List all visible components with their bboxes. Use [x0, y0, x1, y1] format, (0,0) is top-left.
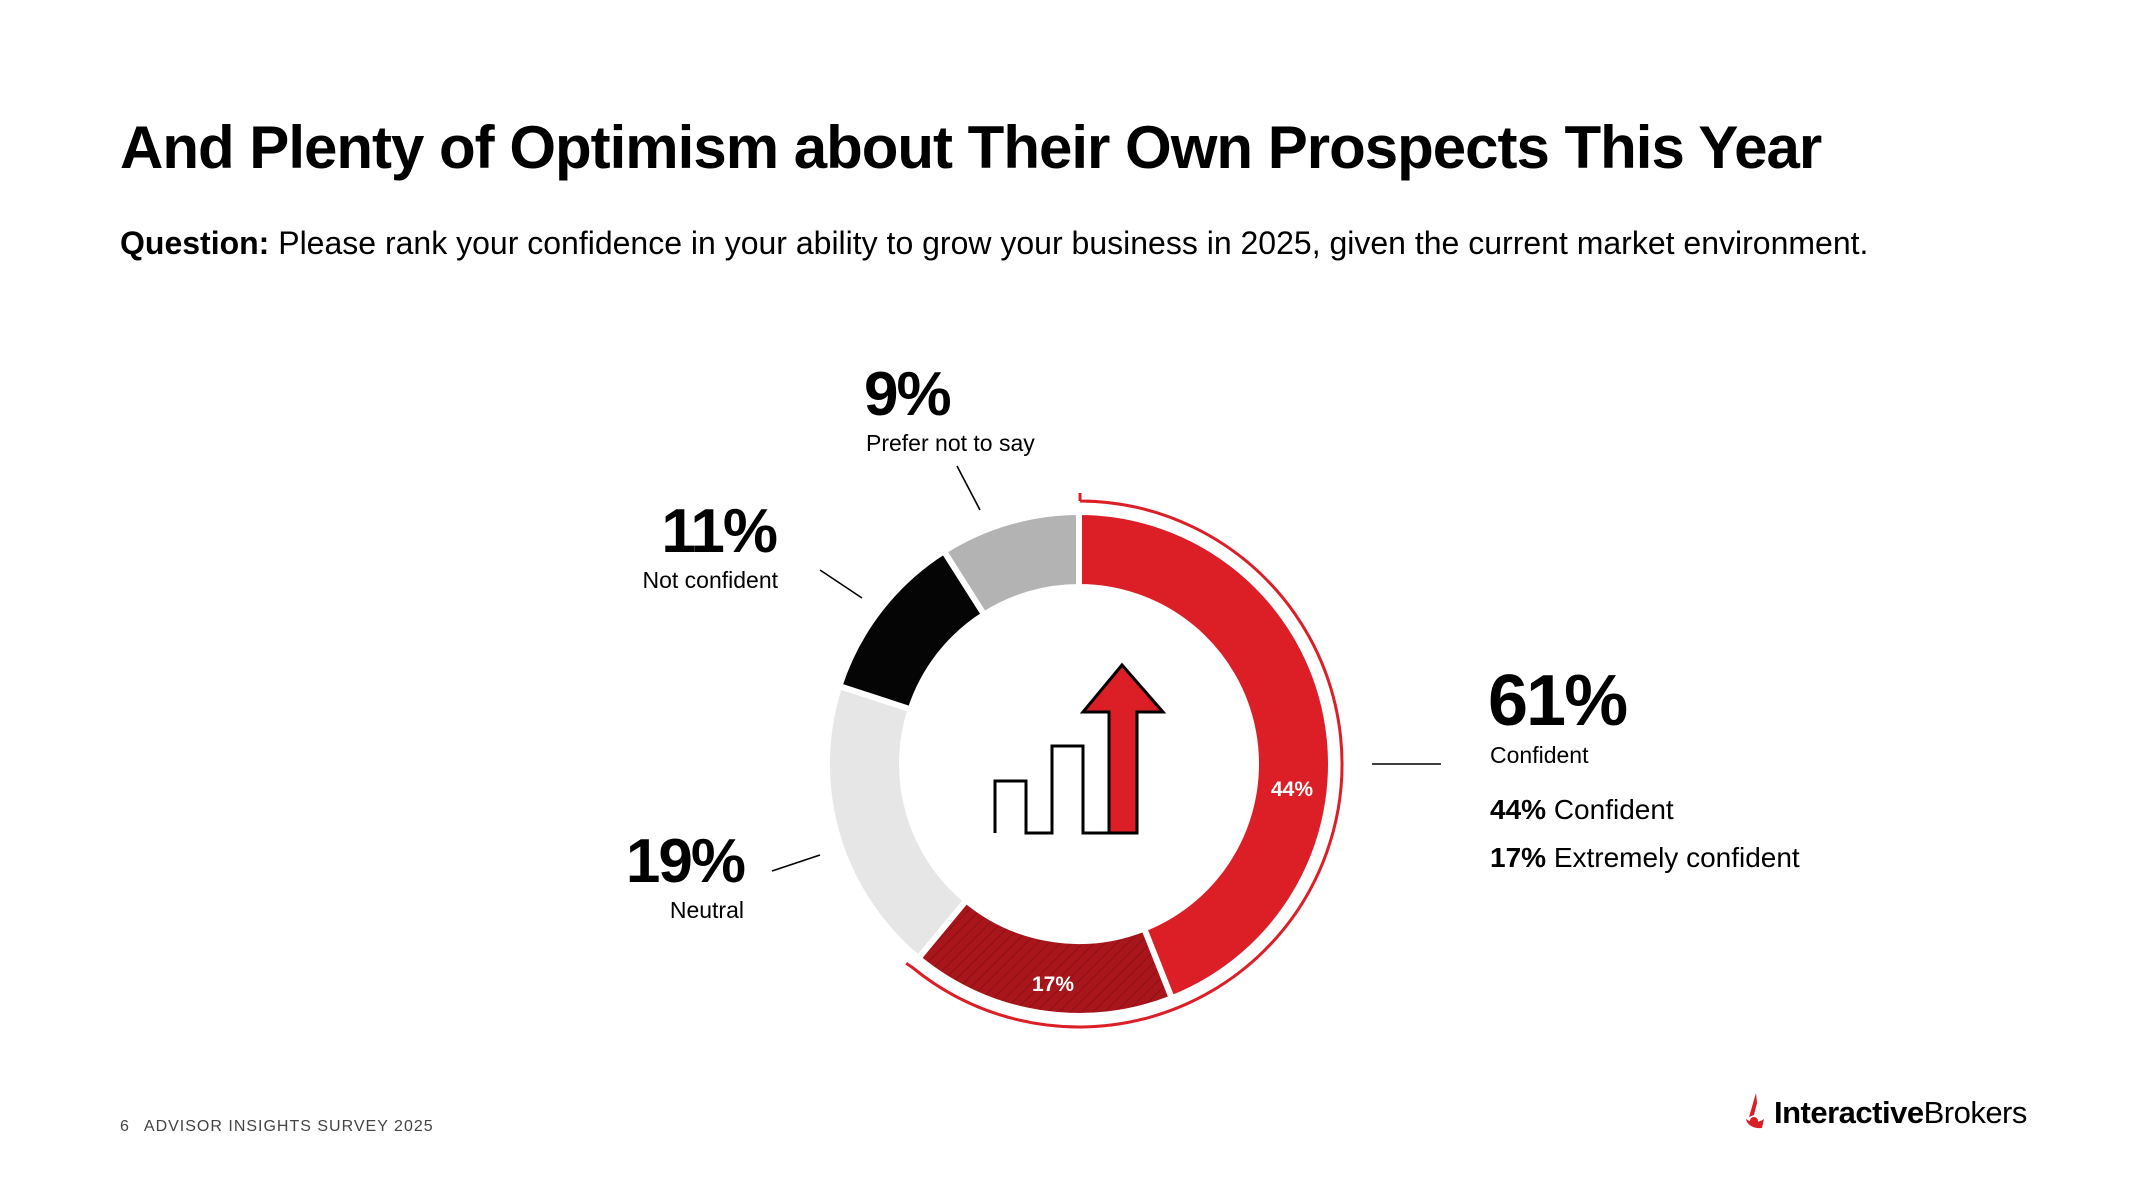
- leader-lines: [771, 465, 1441, 872]
- breakdown-value-extremely-confident: 17%: [1490, 842, 1546, 873]
- callout-value-confident: 61%: [1488, 661, 1627, 741]
- callout-confident: 61% Confident 44% Confident 17% Extremel…: [1488, 661, 1800, 873]
- donut-slice-prefer-not-to-say: [940, 509, 1082, 618]
- callout-not-confident: 11% Not confident: [642, 497, 778, 593]
- confident-group-outline: [905, 493, 1344, 1029]
- callout-prefer-not-to-say: 9% Prefer not to say: [864, 360, 1035, 456]
- page-title: And Plenty of Optimism about Their Own P…: [120, 114, 1822, 181]
- callout-label-not-confident: Not confident: [642, 567, 778, 593]
- interactive-brokers-logo-icon: [1746, 1093, 1764, 1129]
- question-body: Please rank your confidence in your abil…: [269, 225, 1869, 261]
- brand-name-bold: Interactive: [1774, 1095, 1924, 1130]
- slice-label-confident: 44%: [1271, 778, 1313, 801]
- question-label: Question:: [120, 225, 270, 261]
- footer: 6 ADVISOR INSIGHTS SURVEY 2025: [120, 1118, 434, 1136]
- callout-value-not-confident: 11%: [661, 497, 777, 566]
- leader-line-not-confident: [819, 569, 863, 599]
- leader-line-prefer-not-to-say: [956, 465, 981, 511]
- donut-slice-confident: [1076, 509, 1334, 1002]
- brand-logo: Interactive Brokers: [1744, 1093, 2027, 1133]
- callout-label-confident: Confident: [1490, 742, 1589, 768]
- slice-label-extremely-confident: 17%: [1032, 973, 1074, 996]
- brand-name-regular: Brokers: [1923, 1095, 2028, 1130]
- page-number: 6: [120, 1118, 130, 1135]
- donut-slice-neutral: [824, 683, 970, 962]
- breakdown-value-confident: 44%: [1490, 794, 1546, 825]
- callout-value-prefer-not-to-say: 9%: [864, 360, 950, 429]
- donut-slices: [824, 509, 1334, 1019]
- donut-slice-extremely-confident: [915, 897, 1175, 1019]
- callout-value-neutral: 19%: [626, 827, 745, 896]
- question-text: Question: Please rank your confidence in…: [120, 224, 1868, 262]
- callout-label-prefer-not-to-say: Prefer not to say: [866, 430, 1035, 456]
- breakdown-row-extremely-confident: 17% Extremely confident: [1490, 842, 1800, 873]
- callout-neutral: 19% Neutral: [626, 827, 747, 923]
- leader-line-neutral: [771, 854, 821, 872]
- breakdown-label-extremely-confident: Extremely confident: [1546, 842, 1800, 873]
- growth-chart-arrow-icon: [993, 662, 1167, 835]
- callout-label-neutral: Neutral: [670, 897, 744, 923]
- survey-name: ADVISOR INSIGHTS SURVEY 2025: [143, 1118, 434, 1135]
- breakdown-label-confident: Confident: [1546, 794, 1674, 825]
- breakdown-row-confident: 44% Confident: [1490, 794, 1674, 825]
